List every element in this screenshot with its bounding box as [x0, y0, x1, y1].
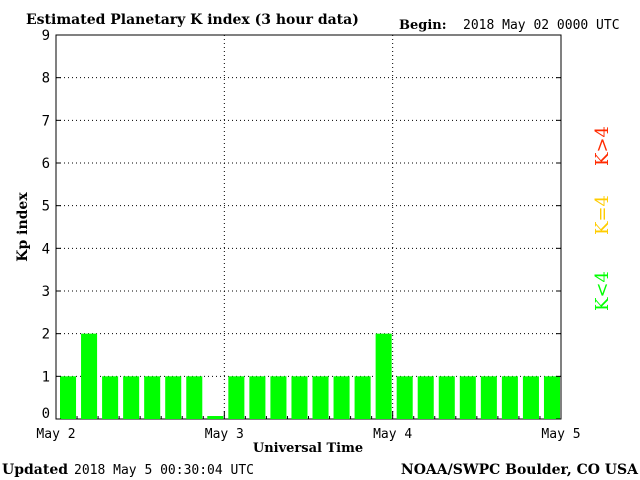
bar-15 [375, 333, 392, 419]
y-tick-label-9: 9 [42, 28, 50, 44]
legend-entry-1: K=4 [592, 195, 613, 235]
bar-20 [480, 376, 497, 419]
x-tick-label-0: May 2 [36, 427, 75, 442]
grid-lines [56, 34, 561, 419]
begin-value: 2018 May 02 0000 UTC [463, 18, 620, 33]
bar-12 [312, 376, 329, 419]
bar-13 [333, 376, 350, 419]
bar-2 [102, 376, 119, 419]
bar-17 [417, 376, 434, 419]
legend-entry-2: K>4 [592, 126, 613, 166]
y-tick-label-2: 2 [42, 327, 50, 343]
x-axis-label: Universal Time [253, 441, 363, 456]
bar-23 [543, 376, 560, 419]
legend-entry-0: K<4 [592, 271, 613, 311]
bar-11 [291, 376, 308, 419]
bar-9 [249, 376, 266, 419]
y-tick-label-5: 5 [42, 199, 50, 215]
x-axis: May 2 May 3 May 4 May 5 [36, 411, 581, 442]
bar-series [60, 333, 560, 419]
y-tick-label-4: 4 [42, 241, 50, 257]
bar-3 [123, 376, 140, 419]
y-tick-label-6: 6 [42, 156, 50, 172]
y-tick-label-8: 8 [42, 71, 50, 87]
bar-16 [396, 376, 413, 419]
footer-updated-value: 2018 May 5 00:30:04 UTC [74, 463, 254, 478]
bar-1 [81, 333, 98, 419]
bar-4 [144, 376, 161, 419]
footer-updated-label: Updated [2, 462, 68, 478]
y-tick-label-7: 7 [42, 113, 50, 129]
y-tick-label-3: 3 [42, 284, 50, 300]
y-axis: 0 1 2 3 4 5 6 7 8 9 [42, 28, 561, 422]
bar-22 [522, 376, 539, 419]
bar-18 [438, 376, 455, 419]
bar-19 [459, 376, 476, 419]
y-tick-label-0: 0 [42, 406, 50, 422]
legend: K<4 K=4 K>4 [592, 126, 613, 311]
bar-10 [270, 376, 287, 419]
bar-6 [186, 376, 203, 419]
bar-14 [354, 376, 371, 419]
bar-0 [60, 376, 77, 419]
bar-8 [228, 376, 245, 419]
y-axis-label: Kp index [15, 192, 31, 262]
x-tick-label-2: May 4 [373, 427, 412, 442]
x-tick-label-3: May 5 [541, 427, 580, 442]
footer-source: NOAA/SWPC Boulder, CO USA [401, 462, 639, 478]
bar-21 [501, 376, 518, 419]
bar-5 [165, 376, 182, 419]
begin-label: Begin: [399, 18, 447, 33]
plot-area [55, 34, 562, 420]
x-tick-label-1: May 3 [205, 427, 244, 442]
bar-7 [207, 416, 224, 419]
y-tick-label-1: 1 [42, 369, 50, 385]
chart-title: Estimated Planetary K index (3 hour data… [26, 12, 359, 28]
